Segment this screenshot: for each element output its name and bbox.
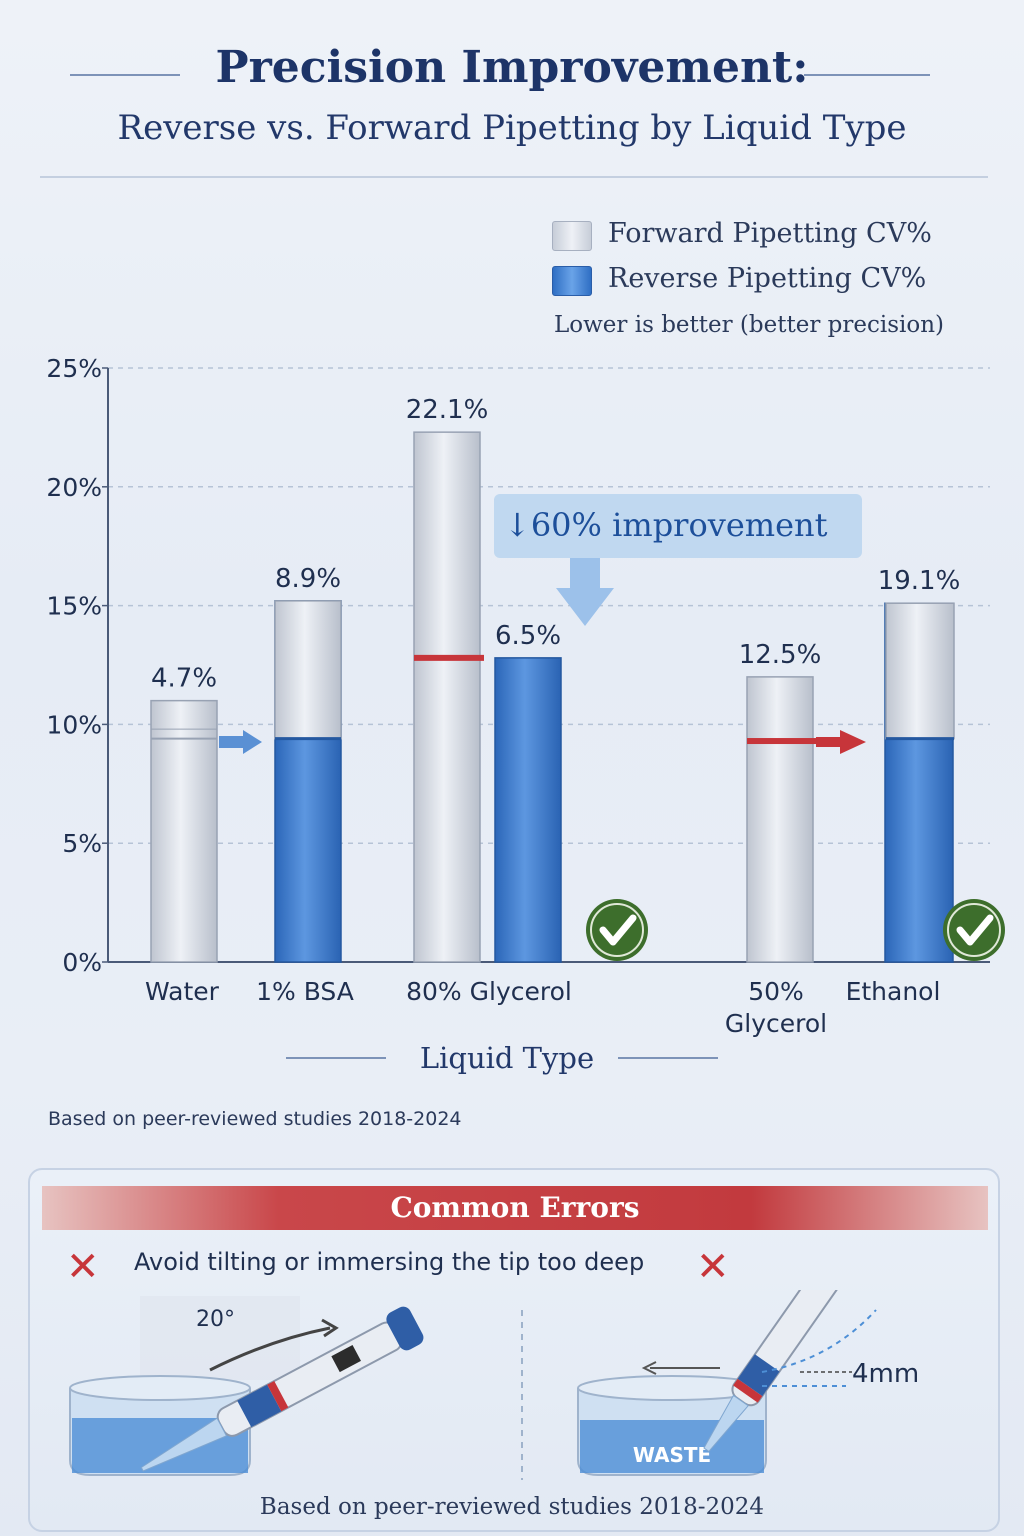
x-category-label: 80% Glycerol: [406, 977, 572, 1006]
waste-label: WASTE: [633, 1443, 711, 1467]
tilted-pipette-illustration: 20°: [69, 1296, 424, 1476]
legend-swatch-forward: [552, 221, 592, 251]
forward-bar: 22.1%: [406, 395, 489, 963]
x-category-label: Glycerol: [725, 1009, 827, 1038]
bar-value-label: 6.5%: [495, 621, 561, 651]
bar-value-label: 12.5%: [739, 640, 822, 670]
reverse-bar-body: [494, 657, 562, 963]
legend-label-forward: Forward Pipetting CV%: [608, 218, 932, 249]
bar-value-label: 22.1%: [406, 395, 489, 425]
y-tick-label: 10%: [46, 710, 102, 739]
improvement-label: ↓60% improvement: [504, 506, 828, 544]
error-illustrations: 20° WASTE 4mm: [69, 1290, 919, 1480]
red-arrow-icon: [816, 730, 866, 754]
check-icon: [943, 899, 1005, 961]
y-tick-label: 15%: [46, 592, 102, 621]
bar-value-label: 8.9%: [275, 564, 341, 594]
error-x-icon: ✕: [696, 1244, 730, 1290]
y-tick-label: 5%: [62, 829, 102, 858]
waste-pipette-illustration: WASTE 4mm: [577, 1290, 919, 1476]
legend-note: Lower is better (better precision): [554, 312, 945, 338]
forward-bar-body: [150, 699, 218, 963]
stacked-forward-segment: [274, 600, 342, 740]
x-category-label: 50%: [748, 977, 804, 1006]
red-marker-line: [747, 738, 817, 745]
blue-arrow-icon: [219, 730, 262, 754]
check-icon: [586, 899, 648, 961]
x-category-label: Ethanol: [846, 977, 941, 1006]
angle-label: 20°: [196, 1307, 235, 1332]
x-category-label: Water: [145, 977, 220, 1006]
common-errors-banner: Common Errors: [42, 1186, 988, 1230]
page-subtitle: Reverse vs. Forward Pipetting by Liquid …: [117, 108, 907, 148]
forward-bar: 12.5%: [739, 640, 822, 963]
y-tick-label: 20%: [46, 473, 102, 502]
error-tip-text: Avoid tilting or immersing the tip too d…: [134, 1248, 645, 1276]
x-category-label: 1% BSA: [256, 977, 354, 1006]
y-tick-label: 25%: [46, 354, 102, 383]
legend-swatch-reverse: [552, 266, 592, 296]
stacked-forward-segment: [885, 602, 955, 740]
depth-label: 4mm: [852, 1359, 919, 1389]
bar-value-label: 19.1%: [878, 566, 961, 596]
x-categories: Water 1% BSA 80% Glycerol 50% Glycerol Ethano…: [145, 977, 940, 1038]
x-axis-title: Liquid Type: [420, 1041, 594, 1075]
errors-source-note: Based on peer-reviewed studies 2018-2024: [259, 1494, 765, 1520]
y-tick-label: 0%: [62, 948, 102, 977]
bar-highlights: [151, 600, 955, 745]
title-line-right: [804, 74, 930, 76]
forward-bar-body: [413, 431, 481, 963]
reverse-bar: 6.5%: [494, 621, 562, 963]
y-ticks: 0% 5% 10% 15% 20% 25%: [46, 354, 102, 977]
forward-bar: 4.7%: [150, 664, 218, 963]
bars: 4.7% 8.9% 22.1% 6.5% 12.5% 19.1%: [150, 395, 961, 963]
error-x-icon: ✕: [66, 1244, 100, 1290]
down-arrow-icon: [556, 558, 614, 626]
bar-chart: 0% 5% 10% 15% 20% 25% 4.7% 8.9% 22.1% 6.5% 12.5% 1…: [46, 354, 1005, 1075]
bar-value-label: 4.7%: [151, 664, 217, 694]
source-note: Based on peer-reviewed studies 2018-2024: [48, 1108, 462, 1130]
title-line-left: [70, 74, 180, 76]
red-marker-line: [414, 654, 484, 661]
legend-label-reverse: Reverse Pipetting CV%: [608, 263, 927, 294]
header-divider: [40, 176, 988, 178]
improvement-callout: ↓60% improvement: [494, 494, 862, 626]
forward-bar-body: [746, 676, 814, 963]
page-title: Precision Improvement:: [215, 42, 809, 93]
